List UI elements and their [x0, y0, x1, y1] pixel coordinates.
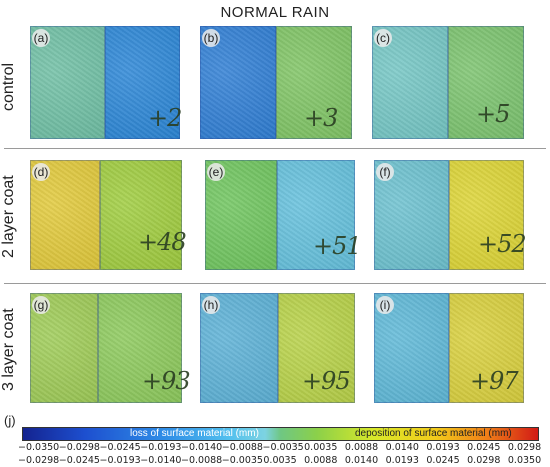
panel-number: +48 — [138, 228, 187, 256]
figure-title: NORMAL RAIN — [220, 4, 330, 21]
panel-i: (i) +97 — [374, 293, 524, 403]
row-separator — [4, 283, 546, 284]
tick-label: 0.0298 — [507, 442, 542, 453]
panel-label: (c) — [374, 29, 392, 47]
tick-label: −0.0088 — [181, 455, 223, 466]
tick-label: 0.0193 — [426, 442, 460, 453]
tick-label: −0.0245 — [99, 442, 141, 453]
panel-label: (e) — [207, 163, 225, 181]
panel-number: +95 — [302, 367, 351, 395]
tick-label: −0.0350 — [18, 442, 60, 453]
panel-right-half — [449, 293, 524, 403]
panel-label: (a) — [32, 29, 50, 47]
panel-label: (i) — [376, 296, 394, 314]
panel-right-half — [98, 293, 182, 403]
row-label-2-layer-coat: 2 layer coat — [0, 175, 17, 259]
colorbar-lower-ticks: −0.0298 −0.0245 −0.0193 −0.0140 −0.0088 … — [18, 455, 542, 466]
tick-label: −0.0245 — [58, 455, 100, 466]
panel-d: (d) +48 — [30, 160, 187, 270]
tick-label: −0.0088 — [221, 442, 263, 453]
tick-label: −0.0298 — [18, 455, 60, 466]
colorbar-loss-text: loss of surface material (mm) — [130, 428, 259, 439]
panel-right-half — [449, 160, 524, 270]
tick-label: 0.0088 — [344, 442, 379, 453]
panel-label: (b) — [202, 29, 220, 47]
panel-right-half — [105, 26, 180, 139]
tick-label: −0.0140 — [140, 455, 182, 466]
tick-label: 0.0088 — [304, 455, 338, 466]
panel-g: (g) +93 — [30, 293, 191, 403]
tick-label: 0.0035 — [304, 442, 338, 453]
panel-label: (h) — [202, 296, 220, 314]
panel-number: +51 — [313, 232, 362, 260]
tick-label: 0.0140 — [385, 442, 419, 453]
panel-c: (c) +5 — [372, 26, 524, 139]
tick-label: 0.0035 — [263, 455, 297, 466]
panel-number: +52 — [478, 230, 527, 258]
tick-label: −0.0035 — [221, 455, 263, 466]
panel-number: +5 — [476, 100, 510, 128]
row-label-3-layer-coat: 3 layer coat — [0, 308, 17, 392]
panel-right-half — [277, 160, 355, 270]
panel-left-half — [200, 26, 276, 139]
row-label-control: control — [0, 62, 17, 112]
panel-right-half — [448, 26, 524, 139]
colorbar — [22, 427, 539, 441]
panel-a: (a) +2 — [30, 26, 182, 139]
colorbar-deposition-text: deposition of surface material (mm) — [355, 428, 512, 439]
panel-label: (d) — [32, 163, 50, 181]
panel-number: +97 — [470, 367, 519, 395]
panel-h: (h) +95 — [200, 293, 355, 403]
panel-number: +3 — [304, 104, 338, 132]
tick-label: −0.0140 — [181, 442, 223, 453]
panel-label: (g) — [32, 296, 50, 314]
panel-right-half — [277, 293, 355, 403]
panel-e: (e) +51 — [205, 160, 362, 270]
panel-f: (f) +52 — [374, 160, 527, 270]
panel-number: +2 — [148, 104, 182, 132]
tick-label: 0.0298 — [467, 455, 501, 466]
tick-label: 0.0193 — [385, 455, 419, 466]
tick-label: 0.0245 — [467, 442, 501, 453]
panel-right-half — [99, 160, 182, 270]
panel-b: (b) +3 — [200, 26, 352, 139]
tick-label: −0.0298 — [58, 442, 100, 453]
tick-label: 0.0140 — [344, 455, 379, 466]
row-separator — [4, 148, 546, 149]
tick-label: −0.0193 — [140, 442, 182, 453]
tick-label: 0.0350 — [507, 455, 542, 466]
colorbar-label: (j) — [4, 413, 16, 428]
panel-number: +93 — [142, 367, 191, 395]
panel-label: (f) — [376, 163, 394, 181]
tick-label: −0.0035 — [262, 442, 304, 453]
colorbar-upper-ticks: −0.0350 −0.0298 −0.0245 −0.0193 −0.0140 … — [18, 442, 542, 453]
tick-label: 0.0245 — [426, 455, 460, 466]
panel-right-half — [276, 26, 352, 139]
tick-label: −0.0193 — [99, 455, 141, 466]
